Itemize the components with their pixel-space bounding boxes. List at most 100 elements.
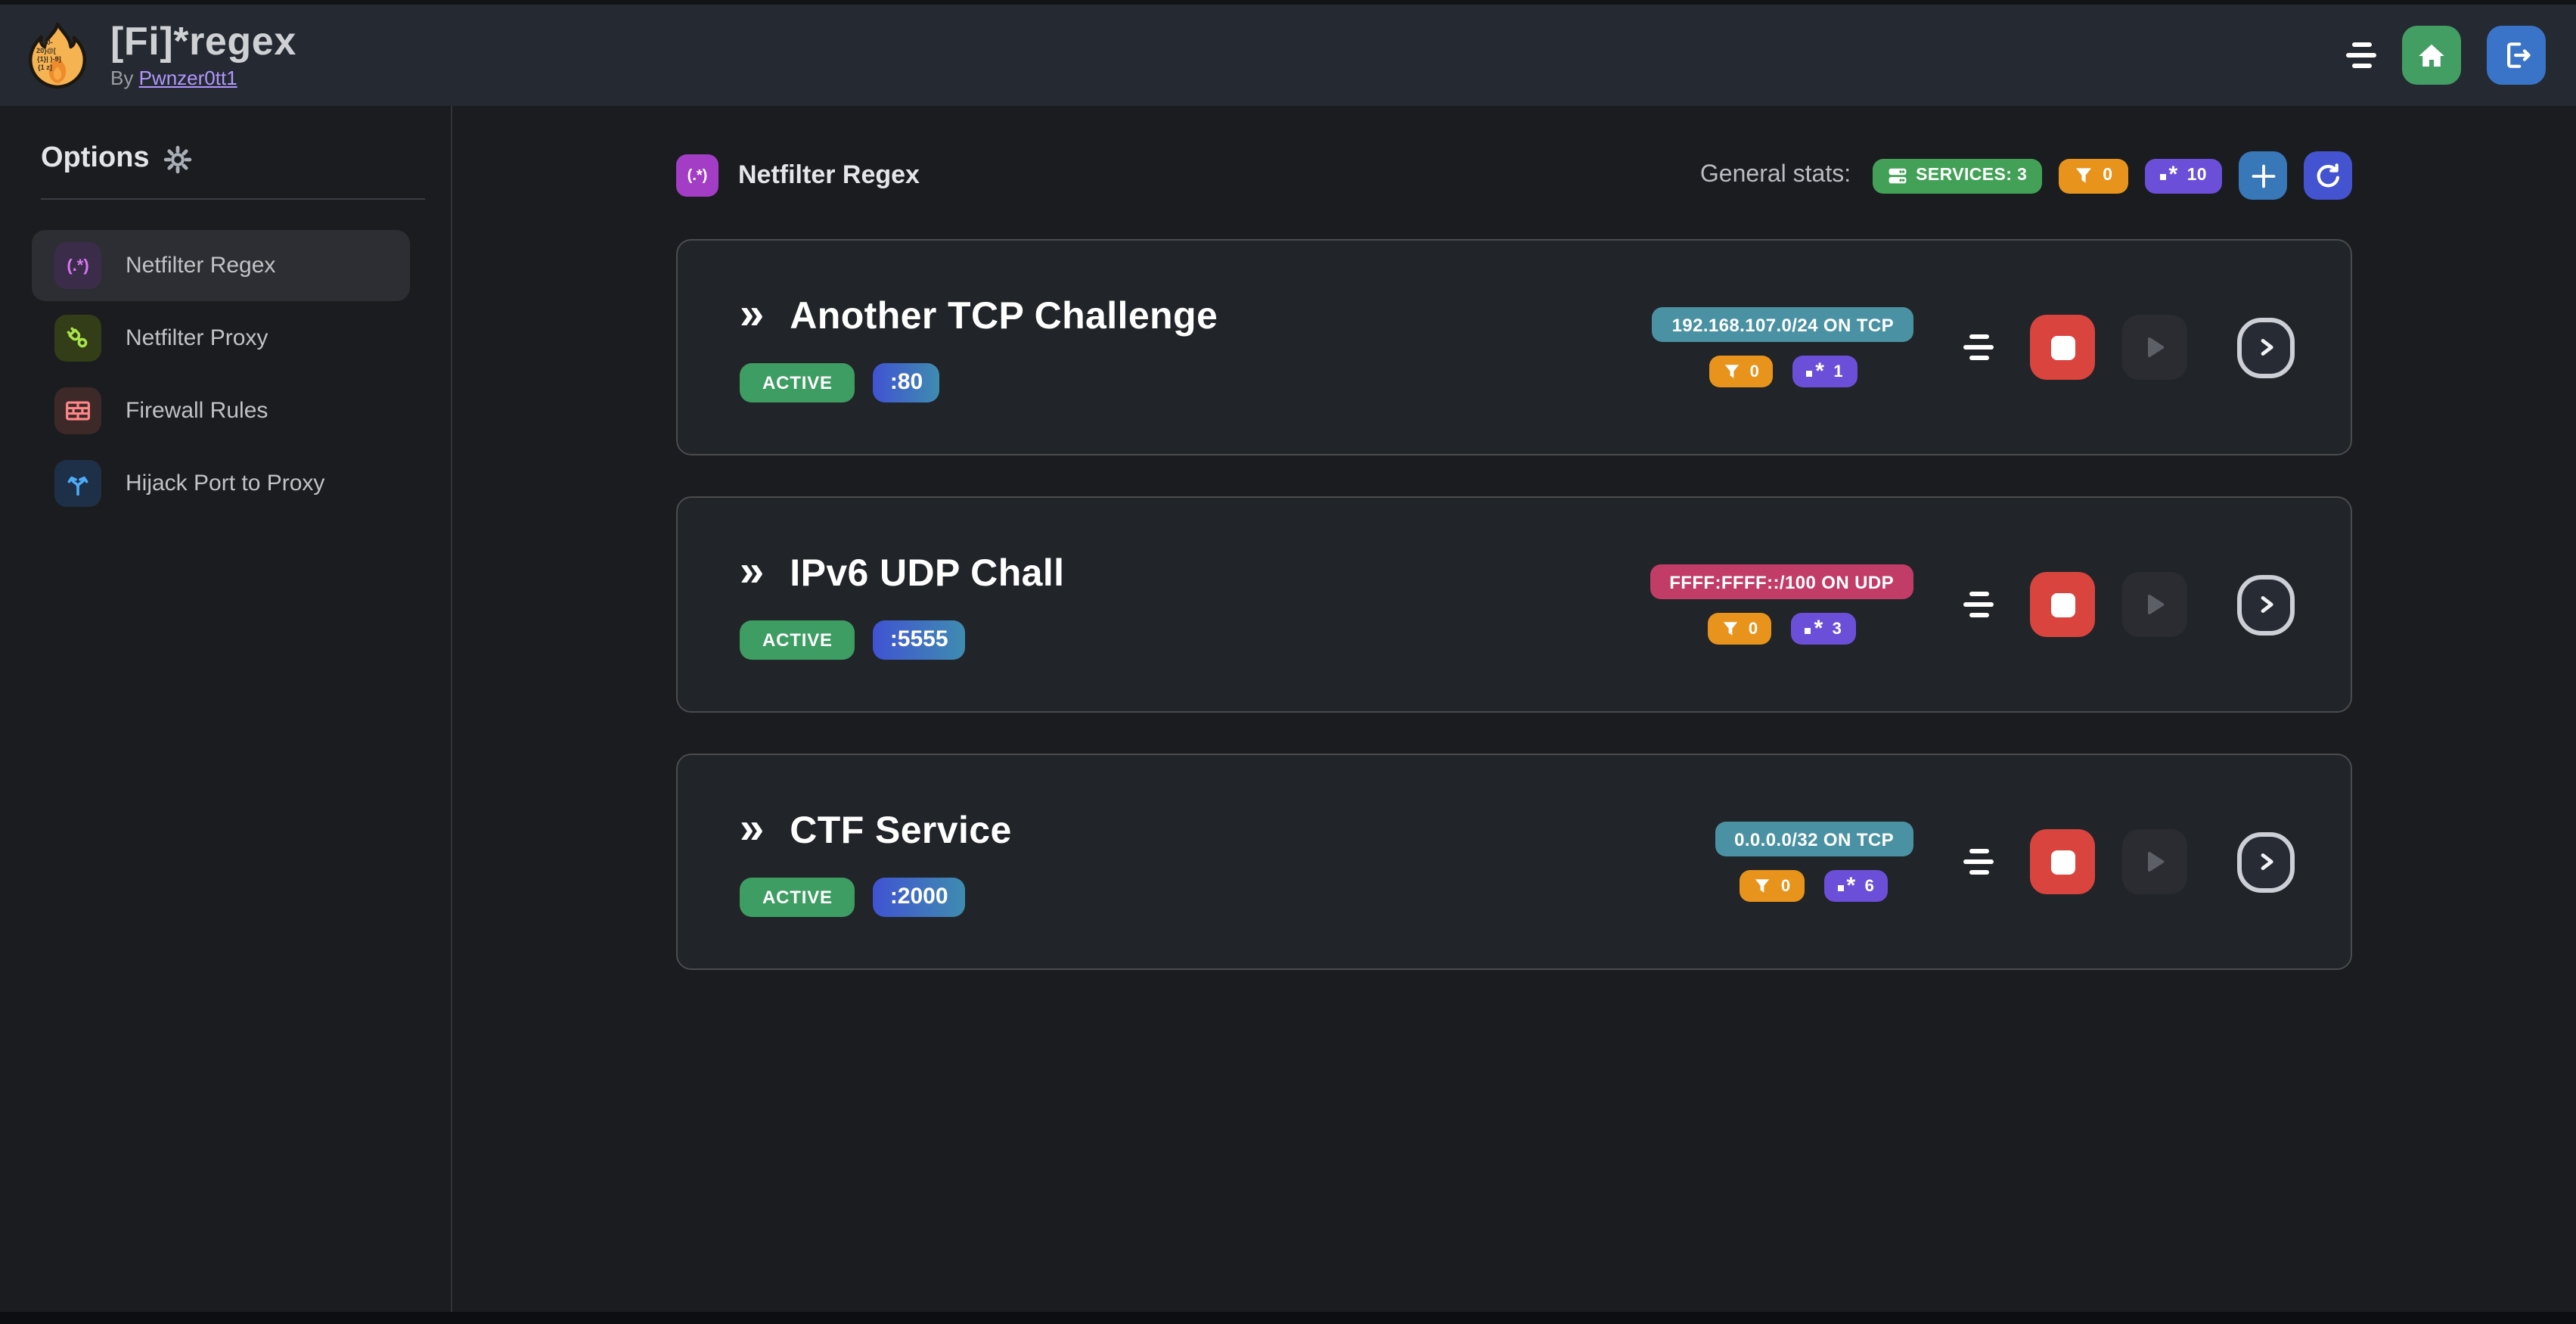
svg-text:{1}| )-9]: {1}| )-9]: [37, 54, 61, 62]
sidebar-heading: Options: [0, 142, 451, 176]
service-menu-icon[interactable]: [1963, 334, 1994, 360]
funnel-icon: [1755, 879, 1771, 893]
open-service-button[interactable]: [2237, 831, 2295, 892]
port-badge: :2000: [873, 877, 965, 916]
logout-button[interactable]: [2487, 26, 2546, 85]
sidebar-item-netfilter-proxy[interactable]: Netfilter Proxy: [32, 303, 410, 374]
sidebar-item-firewall-rules[interactable]: Firewall Rules: [32, 375, 410, 446]
section-header: (.*) Netfilter Regex General stats:: [676, 151, 2352, 200]
byline: By Pwnzer0tt1: [110, 67, 296, 89]
sidebar-item-label: Netfilter Proxy: [126, 325, 268, 351]
chevron-right-icon: [2260, 596, 2273, 613]
service-card: » CTF Service ACTIVE :2000 0.0.0.0/32 ON…: [676, 754, 2352, 970]
regexes-count-badge: * 3: [1791, 613, 1856, 645]
stop-service-button[interactable]: [2030, 572, 2095, 637]
regex-icon: (.*): [54, 242, 101, 289]
port-badge: :80: [873, 362, 940, 402]
funnel-icon: [2076, 168, 2092, 183]
start-service-button[interactable]: [2122, 829, 2187, 894]
filters-count-badge: 0: [1707, 613, 1772, 645]
service-title: Another TCP Challenge: [790, 295, 1218, 337]
svg-text:20}@[: 20}@[: [36, 46, 56, 54]
service-card: » Another TCP Challenge ACTIVE :80 192.1…: [676, 239, 2352, 455]
play-icon: [2148, 852, 2165, 872]
refresh-button[interactable]: [2304, 151, 2352, 200]
chevron-right-icon: [2260, 339, 2273, 356]
status-badge: ACTIVE: [740, 362, 855, 402]
double-chevron-icon: »: [740, 290, 765, 338]
services-count-badge: SERVICES: 3: [1872, 158, 2043, 193]
regexes-count-badge: * 10: [2144, 158, 2222, 193]
start-service-button[interactable]: [2122, 315, 2187, 380]
main-content: (.*) Netfilter Regex General stats:: [452, 106, 2576, 1312]
stop-icon: [2050, 850, 2075, 874]
chevron-right-icon: [2260, 853, 2273, 870]
stop-icon: [2050, 335, 2075, 359]
service-title: IPv6 UDP Chall: [790, 552, 1065, 595]
filters-count-badge: 0: [1709, 356, 1774, 387]
status-badge: ACTIVE: [740, 620, 855, 659]
sidebar: Options (.*) Netfilter Regex: [0, 106, 452, 1312]
sidebar-item-label: Hijack Port to Proxy: [126, 471, 325, 496]
section-title: Netfilter Regex: [738, 160, 920, 189]
menu-icon[interactable]: [2346, 42, 2376, 68]
sidebar-item-hijack-port[interactable]: Hijack Port to Proxy: [32, 448, 410, 519]
add-service-button[interactable]: [2239, 151, 2287, 200]
brick-wall-icon: [54, 387, 101, 434]
service-menu-icon[interactable]: [1963, 849, 1994, 875]
sidebar-divider: [41, 198, 425, 200]
service-title: CTF Service: [790, 810, 1012, 852]
svg-text:{1 z]: {1 z]: [38, 63, 52, 70]
byline-prefix: By: [110, 67, 134, 89]
filters-count-badge: 0: [2059, 158, 2128, 193]
address-badge: 0.0.0.0/32 ON TCP: [1715, 822, 1913, 856]
filters-count-badge: 0: [1740, 870, 1805, 902]
open-service-button[interactable]: [2237, 317, 2295, 378]
address-badge: FFFF:FFFF::/100 ON UDP: [1650, 564, 1913, 599]
regex-dot-star-icon: *: [1837, 874, 1856, 897]
stop-service-button[interactable]: [2030, 315, 2095, 380]
funnel-icon: [1724, 365, 1739, 378]
sidebar-item-label: Netfilter Regex: [126, 253, 276, 278]
options-title: Options: [41, 142, 150, 174]
sidebar-nav: (.*) Netfilter Regex: [0, 230, 451, 519]
stats-label: General stats:: [1699, 162, 1851, 188]
service-card: » IPv6 UDP Chall ACTIVE :5555 FFFF:FFFF:…: [676, 496, 2352, 713]
play-icon: [2148, 337, 2165, 357]
port-badge: :5555: [873, 620, 965, 659]
window-bottom-edge: [0, 1312, 2576, 1324]
logout-icon: [2507, 42, 2531, 68]
window-edge: [0, 0, 2576, 5]
regex-dot-star-icon: *: [1806, 359, 1824, 382]
address-badge: 192.168.107.0/24 ON TCP: [1652, 307, 1913, 342]
regexes-count-badge: * 6: [1823, 870, 1889, 902]
sidebar-item-netfilter-regex[interactable]: (.*) Netfilter Regex: [32, 230, 410, 301]
split-arrows-icon: [54, 460, 101, 507]
regex-dot-star-icon: *: [2159, 163, 2178, 186]
gear-icon: [163, 145, 191, 173]
server-icon: [1888, 167, 1906, 183]
plus-icon: [2251, 163, 2275, 188]
start-service-button[interactable]: [2122, 572, 2187, 637]
home-icon: [2419, 43, 2444, 66]
status-badge: ACTIVE: [740, 877, 855, 916]
funnel-icon: [1723, 622, 1738, 636]
double-chevron-icon: »: [740, 547, 765, 595]
brand: -z0- 20}@[ {1}| )-9] {1 z] [Fi]*regex By…: [23, 20, 296, 90]
flame-logo-icon: -z0- 20}@[ {1}| )-9] {1 z]: [29, 21, 87, 89]
regex-dot-star-icon: *: [1805, 617, 1823, 639]
double-chevron-icon: »: [740, 804, 765, 853]
home-button[interactable]: [2402, 26, 2461, 85]
author-link[interactable]: Pwnzer0tt1: [138, 67, 237, 89]
sidebar-item-label: Firewall Rules: [126, 398, 268, 424]
app-header: -z0- 20}@[ {1}| )-9] {1 z] [Fi]*regex By…: [0, 5, 2576, 106]
stop-icon: [2050, 592, 2075, 617]
play-icon: [2148, 595, 2165, 614]
stop-service-button[interactable]: [2030, 829, 2095, 894]
regex-section-icon: (.*): [676, 154, 718, 197]
service-menu-icon[interactable]: [1963, 592, 1994, 617]
svg-text:-z0-: -z0-: [41, 38, 53, 45]
open-service-button[interactable]: [2237, 574, 2295, 635]
header-actions: [2346, 26, 2546, 85]
